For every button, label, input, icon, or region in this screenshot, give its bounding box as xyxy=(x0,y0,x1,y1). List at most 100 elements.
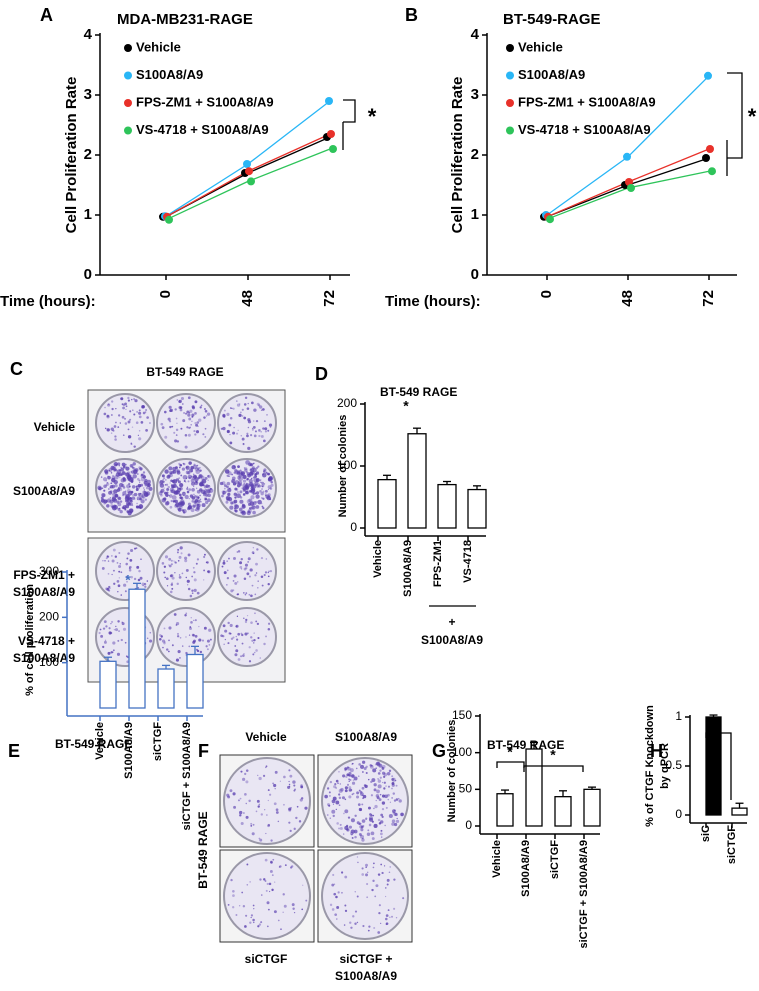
colony xyxy=(288,808,292,812)
colony xyxy=(142,490,146,494)
colony xyxy=(293,911,296,914)
colony xyxy=(103,620,107,624)
colony xyxy=(247,446,251,451)
colony xyxy=(145,408,148,411)
colony xyxy=(265,832,267,835)
colony xyxy=(126,499,130,503)
colony xyxy=(246,407,250,410)
colony xyxy=(205,415,208,417)
colony xyxy=(337,782,339,784)
colony xyxy=(136,565,140,569)
colony xyxy=(269,569,273,573)
colony xyxy=(243,403,247,406)
colony xyxy=(237,475,240,478)
colony xyxy=(267,488,270,491)
colony xyxy=(108,469,111,472)
colony xyxy=(117,620,120,623)
colony xyxy=(248,593,251,596)
colony xyxy=(260,435,264,438)
point xyxy=(325,97,333,105)
colony xyxy=(168,420,172,423)
colony xyxy=(354,922,357,925)
colony xyxy=(248,507,252,510)
colony xyxy=(159,479,164,484)
colony xyxy=(348,825,352,829)
colony xyxy=(133,492,138,497)
panel-letter: B xyxy=(405,5,418,25)
colony xyxy=(300,784,303,787)
colony xyxy=(264,430,268,433)
colony xyxy=(183,412,185,414)
colony xyxy=(223,571,227,575)
colony xyxy=(265,765,268,768)
colony xyxy=(358,763,361,766)
colony xyxy=(254,473,257,476)
colony xyxy=(344,909,348,912)
colony xyxy=(273,910,277,914)
colony xyxy=(102,627,106,630)
colony xyxy=(339,823,342,826)
column-label: S100A8/A9 xyxy=(335,969,397,983)
colony xyxy=(178,400,181,403)
colony xyxy=(251,428,254,431)
colony xyxy=(194,499,199,503)
colony xyxy=(203,579,205,581)
colony xyxy=(110,472,113,474)
colony xyxy=(203,569,206,572)
colony xyxy=(117,507,121,511)
colony xyxy=(143,487,145,489)
colony xyxy=(359,824,363,829)
colony xyxy=(351,836,354,839)
colony xyxy=(107,560,110,562)
colony xyxy=(361,803,364,806)
colony xyxy=(189,468,194,473)
colony xyxy=(196,467,200,471)
colony xyxy=(235,649,239,653)
colony xyxy=(124,417,126,420)
colony xyxy=(255,505,260,509)
colony xyxy=(242,486,248,491)
colony xyxy=(125,408,127,410)
colony xyxy=(131,426,134,428)
bar xyxy=(377,478,397,529)
colony xyxy=(147,483,150,486)
colony xyxy=(106,555,109,558)
colony xyxy=(115,421,117,424)
colony xyxy=(264,880,267,882)
colony xyxy=(134,547,137,550)
colony xyxy=(267,575,270,578)
point xyxy=(623,152,631,161)
colony xyxy=(273,802,277,806)
colony xyxy=(267,429,270,432)
colony xyxy=(237,491,239,493)
colony xyxy=(175,434,178,436)
colony xyxy=(381,794,386,798)
legend-marker xyxy=(124,44,132,52)
colony xyxy=(178,400,181,403)
y-tick-label: 1 xyxy=(84,206,92,223)
colony xyxy=(250,463,252,465)
colony xyxy=(195,481,198,484)
colony xyxy=(226,485,229,489)
colony xyxy=(239,403,241,405)
colony xyxy=(233,465,236,468)
colony xyxy=(267,485,272,489)
colony xyxy=(255,620,258,623)
colony xyxy=(350,788,353,791)
colony xyxy=(242,474,247,479)
colony xyxy=(193,578,197,582)
colony xyxy=(117,426,120,428)
colony xyxy=(181,467,186,471)
colony xyxy=(187,553,191,557)
colony xyxy=(134,399,138,403)
colony xyxy=(116,561,119,564)
colony xyxy=(350,926,353,929)
point xyxy=(546,215,554,224)
colony xyxy=(329,817,332,819)
colony xyxy=(145,486,149,490)
colony xyxy=(344,789,348,793)
legend-label: S100A8/A9 xyxy=(136,67,203,82)
colony xyxy=(169,473,173,478)
colony xyxy=(226,412,230,416)
side-label: BT-549 RAGE xyxy=(196,811,210,888)
